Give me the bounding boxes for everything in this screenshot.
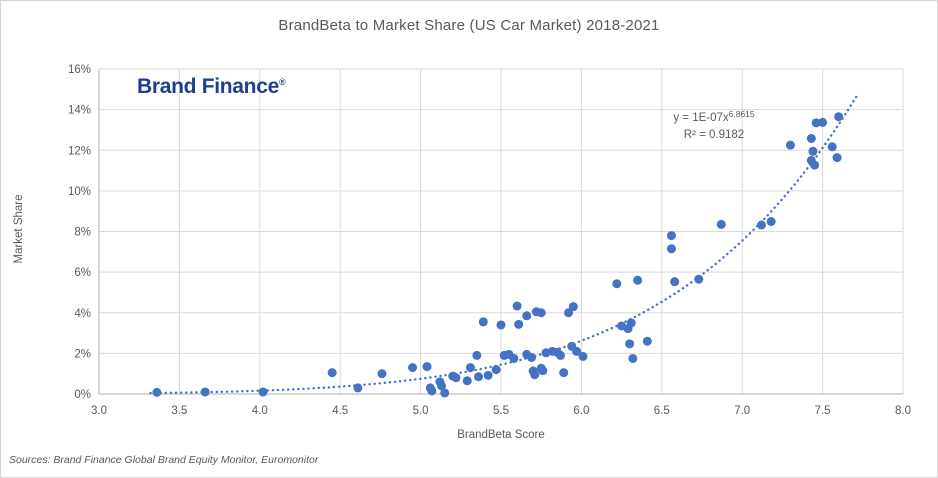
data-point [785,140,795,150]
data-point [496,320,506,330]
source-note: Sources: Brand Finance Global Brand Equi… [9,454,319,466]
data-point [666,244,676,254]
data-point [258,387,268,397]
data-point [818,117,828,127]
data-point [427,386,437,396]
data-point [408,363,418,373]
data-point [536,308,546,318]
data-point [522,311,532,321]
data-point [832,153,842,163]
data-point [559,368,569,378]
y-tick-label: 12% [68,145,91,157]
data-point [353,383,363,393]
y-tick-label: 4% [74,308,91,320]
x-tick-label: 3.5 [171,405,187,417]
data-point [811,118,821,128]
y-tick-label: 0% [74,389,91,401]
data-point [808,146,818,156]
data-point [483,370,493,380]
data-point [462,376,472,386]
data-point [509,353,519,363]
x-axis-title: BrandBeta Score [457,429,545,441]
trendline [149,92,860,395]
x-tick-label: 4.0 [252,405,268,417]
equation-text: y = 1E-07x [673,112,729,124]
data-point [527,352,537,362]
data-point [200,387,210,397]
x-tick-label: 5.0 [413,405,429,417]
data-point [564,308,574,318]
data-point [514,319,524,329]
data-point [625,339,635,349]
data-point [472,350,482,360]
x-tick-label: 7.0 [734,405,750,417]
data-point [572,346,582,356]
data-point [473,372,483,382]
y-tick-label: 2% [74,348,91,360]
data-point [491,365,501,375]
data-point [578,351,588,361]
y-tick-label: 8% [74,227,91,239]
data-point [834,112,844,122]
trendline-annotation: y = 1E-07x6.8615 R² = 0.9182 [629,106,799,144]
y-tick-label: 16% [68,64,91,76]
data-point [756,220,766,230]
y-tick-label: 10% [68,186,91,198]
data-point [422,362,432,372]
equation-exponent: 6.8615 [728,109,755,119]
data-point [538,366,548,376]
data-point [670,277,680,287]
data-point [666,231,676,241]
registered-trademark-icon: ® [278,77,286,87]
data-point [694,274,704,284]
y-tick-label: 14% [68,105,91,117]
x-tick-label: 3.0 [91,405,107,417]
r-squared-label: R² = 0.9182 [683,129,745,141]
data-point [530,370,540,380]
data-point [568,302,578,312]
data-point [512,301,522,311]
data-point [626,318,636,328]
data-point [377,369,387,379]
x-tick-label: 6.0 [573,405,589,417]
data-point [642,336,652,346]
x-tick-label: 6.5 [654,405,670,417]
y-axis-title: Market Share [13,194,25,264]
data-point [716,219,726,229]
data-point [437,381,447,391]
data-point [152,387,162,397]
data-point [327,368,337,378]
brand-finance-logo: Brand Finance® [137,75,286,99]
data-point [555,350,565,360]
data-point [827,142,837,152]
x-tick-label: 4.5 [332,405,348,417]
logo-text: Brand Finance [137,75,279,98]
data-point [628,353,638,363]
chart-title: BrandBeta to Market Share (US Car Market… [278,17,660,34]
x-tick-label: 7.5 [815,405,831,417]
data-point [478,317,488,327]
data-point [810,160,820,170]
x-tick-label: 8.0 [895,405,911,417]
data-point [633,275,643,285]
x-tick-label: 5.5 [493,405,509,417]
data-point [766,217,776,227]
y-tick-label: 6% [74,267,91,279]
data-point [806,133,816,143]
data-point [465,363,475,373]
data-point [451,373,461,383]
data-point [440,388,450,398]
data-point [612,279,622,289]
